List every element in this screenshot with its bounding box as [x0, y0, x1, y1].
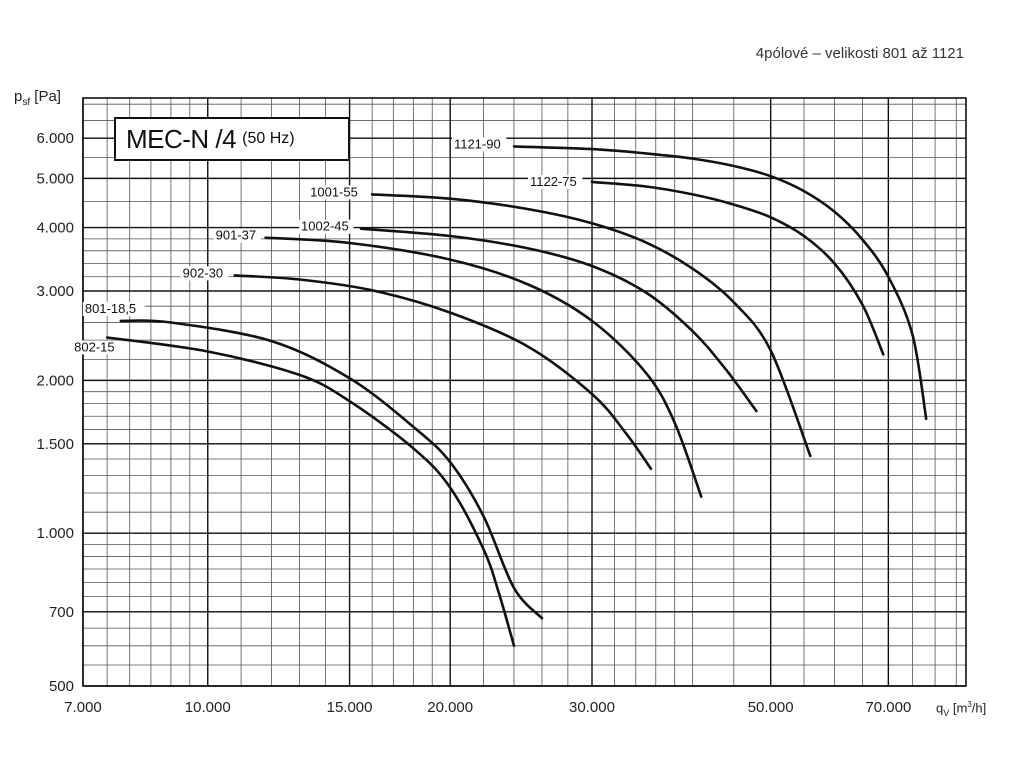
x-tick-label: 70.000: [865, 699, 911, 716]
y-axis-label-sub: sf: [22, 97, 31, 108]
series-label-bg: [308, 185, 363, 200]
series-label-bg: [180, 266, 228, 281]
series-label-bg: [82, 301, 145, 316]
x-tick-label: 20.000: [427, 699, 473, 716]
x-axis-label-unit-post: /h]: [971, 700, 987, 716]
x-tick-label: 7.000: [64, 699, 102, 716]
grid-minor: [82, 98, 966, 687]
x-axis-label-unit-pre: [m: [949, 700, 968, 716]
y-tick-label: 2.000: [36, 372, 74, 389]
y-tick-label: 1.000: [36, 525, 74, 542]
y-tick-label: 500: [49, 678, 74, 695]
x-axis-label-sub: V: [943, 707, 950, 718]
series-line: [512, 145, 928, 421]
chart-subtitle: 4pólové – velikosti 801 až 1121: [755, 45, 964, 62]
y-tick-label: 5.000: [36, 170, 74, 187]
series-label: 902-30: [183, 265, 223, 280]
series-label-bg: [213, 228, 261, 243]
series-line: [105, 336, 516, 648]
chart-title: MEC-N /4: [126, 123, 237, 154]
y-tick-label: 4.000: [36, 220, 74, 237]
series-label-bg: [451, 137, 507, 152]
x-tick-label: 50.000: [748, 699, 794, 716]
series-line: [119, 319, 544, 620]
series-label: 901-37: [216, 228, 256, 243]
series-line: [264, 236, 703, 498]
x-axis-label-main: q: [936, 700, 944, 716]
series-label: 1122-75: [530, 174, 577, 189]
series-line: [590, 180, 885, 356]
x-axis-label: qV [m3/h]: [936, 700, 986, 718]
series-label: 1121-90: [454, 136, 501, 151]
series-line: [370, 193, 812, 458]
plot-frame: [82, 97, 967, 687]
chart-title-box: MEC-N /4 (50 Hz): [114, 117, 350, 161]
chart-title-frequency: (50 Hz): [242, 130, 295, 147]
x-tick-label: 10.000: [185, 699, 231, 716]
y-axis-label: psf [Pa]: [14, 88, 61, 108]
series-label: 801-18,5: [85, 301, 136, 316]
x-axis-label-unit-sup: 3: [967, 700, 972, 709]
series-line: [359, 227, 758, 413]
y-tick-label: 6.000: [36, 130, 74, 147]
y-tick-label: 3.000: [36, 283, 74, 300]
series-label-bg: [528, 174, 583, 189]
x-tick-label: 15.000: [327, 699, 373, 716]
x-tick-label: 30.000: [569, 699, 615, 716]
y-tick-label: 700: [49, 604, 74, 621]
series-label-bg: [72, 340, 120, 355]
y-axis-label-main: p: [14, 88, 23, 105]
y-axis-label-unit: [Pa]: [30, 88, 61, 105]
series-label: 802-15: [74, 339, 114, 354]
tick-labels: 7.000 10.000 15.000 20.000 30.000 50.000 70.00…: [36, 130, 911, 716]
y-tick-label: 1.500: [36, 436, 74, 453]
series-label-bg: [299, 219, 354, 234]
series-labels: 801-18,5 802-15 902-30 901-37 1002-45 1001-55…: [72, 136, 583, 355]
series-layer: [105, 145, 928, 648]
series-label: 1002-45: [301, 219, 349, 234]
series-line: [233, 274, 653, 470]
series-label: 1001-55: [310, 184, 358, 199]
